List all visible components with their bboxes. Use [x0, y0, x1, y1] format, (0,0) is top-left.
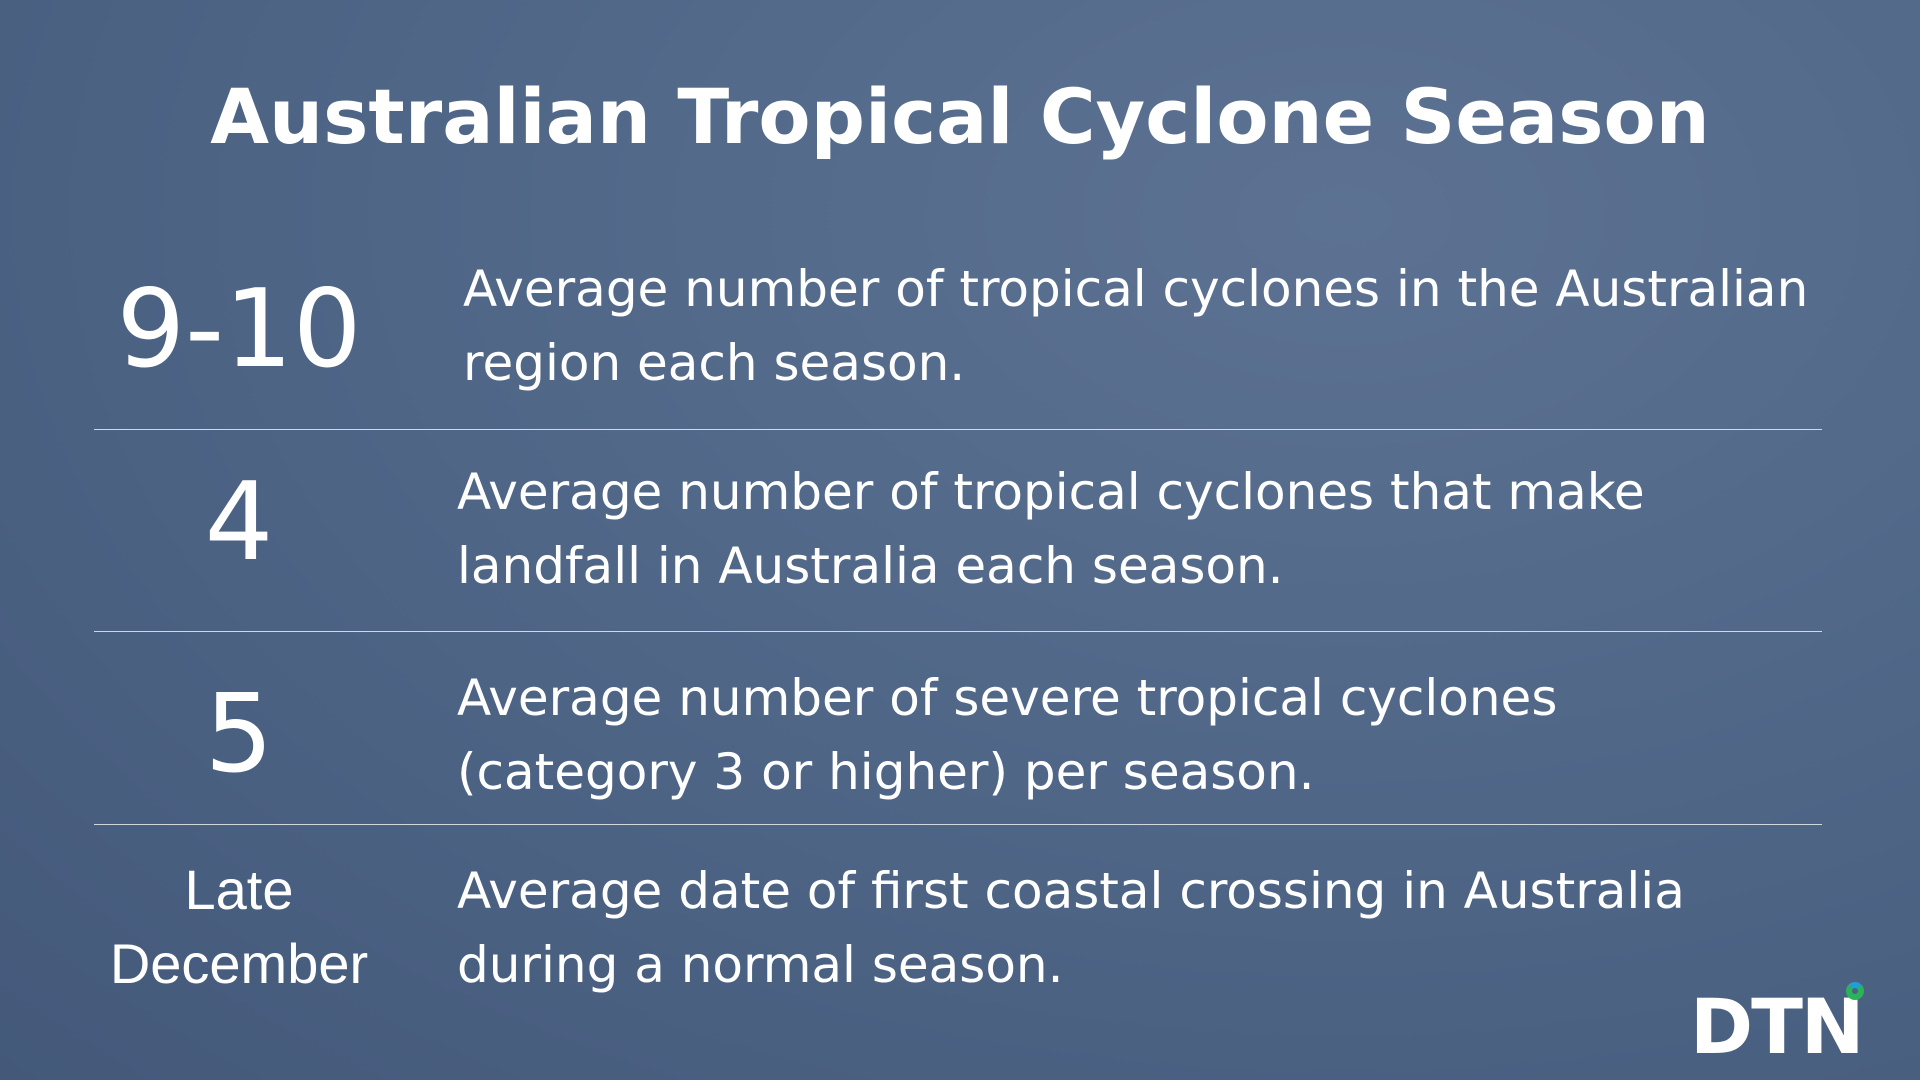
- divider: [94, 824, 1822, 825]
- description: Average number of tropical cyclones in t…: [463, 260, 1809, 392]
- description: Average date of first coastal crossing i…: [457, 862, 1685, 994]
- slide-title: Australian Tropical Cyclone Season: [210, 72, 1710, 161]
- logo-dot: [1846, 982, 1864, 1000]
- stat: Late December: [109, 858, 369, 995]
- description: Average number of tropical cyclones that…: [457, 463, 1645, 595]
- description: Average number of severe tropical cyclon…: [457, 669, 1558, 801]
- stat: 9-10: [116, 267, 362, 392]
- stat: 5: [204, 672, 274, 797]
- divider: [94, 429, 1822, 430]
- logo: DTN: [1690, 982, 1865, 1071]
- divider: [94, 631, 1822, 632]
- stat: 4: [204, 460, 274, 585]
